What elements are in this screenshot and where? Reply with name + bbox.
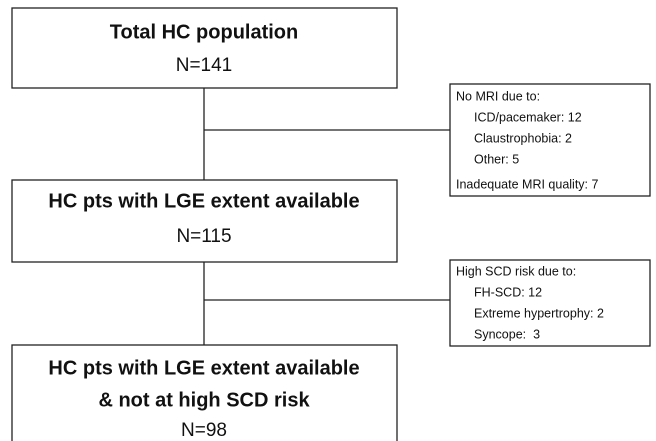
box-title: & not at high SCD risk [98, 389, 310, 411]
note-item: Syncope: 3 [474, 327, 540, 341]
note-footer: Inadequate MRI quality: 7 [456, 177, 598, 191]
note-item: ICD/pacemaker: 12 [474, 110, 582, 124]
note-heading: No MRI due to: [456, 89, 540, 103]
note-item: Other: 5 [474, 152, 519, 166]
box-title: HC pts with LGE extent available [48, 357, 359, 379]
box [11, 7, 398, 89]
box [11, 344, 398, 441]
box-title: HC pts with LGE extent available [48, 190, 359, 212]
box-title: Total HC population [110, 21, 299, 43]
box [11, 179, 398, 263]
note-box [449, 83, 651, 197]
note-item: Claustrophobia: 2 [474, 131, 572, 145]
box-count: N=115 [176, 226, 231, 247]
note-box [449, 259, 651, 347]
note-item: FH-SCD: 12 [474, 285, 542, 299]
box-count: N=141 [176, 55, 233, 76]
note-heading: High SCD risk due to: [456, 264, 576, 278]
box-count: N=98 [181, 420, 227, 441]
note-item: Extreme hypertrophy: 2 [474, 306, 604, 320]
